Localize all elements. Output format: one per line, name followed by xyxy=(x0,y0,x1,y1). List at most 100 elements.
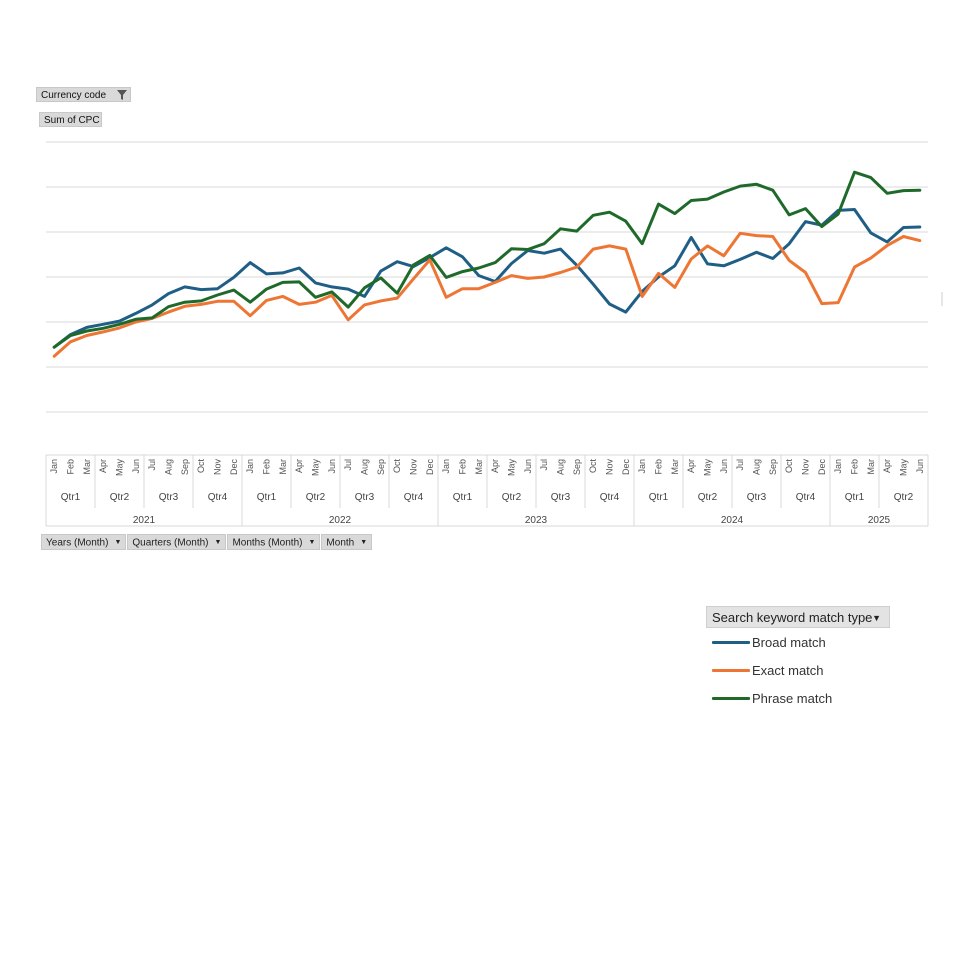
month-tick-label: Feb xyxy=(850,459,860,475)
month-tick-label: Dec xyxy=(425,459,435,476)
chart-legend: Search keyword match type ▼ Broad match E… xyxy=(706,606,906,712)
month-tick-label: Jun xyxy=(327,459,337,474)
month-tick-label: Jun xyxy=(719,459,729,474)
legend-title: Search keyword match type xyxy=(712,610,873,625)
legend-items: Broad match Exact match Phrase match xyxy=(706,628,906,712)
month-tick-label: May xyxy=(703,459,713,477)
currency-code-label: Currency code xyxy=(41,90,107,101)
month-tick-label: Jul xyxy=(147,459,157,471)
sum-of-cpc-label: Sum of CPC xyxy=(44,115,100,126)
month-tick-label: Oct xyxy=(588,459,598,474)
axis-field-label: Quarters (Month) xyxy=(132,537,209,549)
chevron-down-icon: ▼ xyxy=(308,539,316,546)
month-tick-label: Nov xyxy=(213,459,223,476)
legend-item[interactable]: Phrase match xyxy=(706,684,906,712)
quarter-tick-label: Qtr2 xyxy=(698,492,718,503)
axis-field-label: Years (Month) xyxy=(46,537,109,549)
month-tick-label: Dec xyxy=(817,459,827,476)
month-tick-label: Sep xyxy=(572,459,582,475)
chevron-down-icon: ▼ xyxy=(114,539,122,546)
legend-swatch xyxy=(712,696,750,700)
legend-item-label: Broad match xyxy=(752,634,826,650)
month-tick-label: Oct xyxy=(196,459,206,474)
quarter-tick-label: Qtr2 xyxy=(306,492,326,503)
month-tick-label: Nov xyxy=(801,459,811,476)
month-tick-label: Dec xyxy=(229,459,239,476)
quarter-tick-label: Qtr4 xyxy=(600,492,620,503)
month-tick-label: Feb xyxy=(66,459,76,475)
month-tick-label: Mar xyxy=(866,459,876,475)
series-line-broad-match xyxy=(52,208,922,349)
month-tick-label: Jan xyxy=(833,459,843,474)
month-tick-label: May xyxy=(899,459,909,477)
quarter-tick-label: Qtr4 xyxy=(404,492,424,503)
axis-field-button[interactable]: Month ▼ xyxy=(321,534,373,550)
month-tick-label: Nov xyxy=(605,459,615,476)
axis-field-button[interactable]: Months (Month) ▼ xyxy=(227,534,321,550)
quarter-tick-label: Qtr2 xyxy=(502,492,522,503)
month-tick-label: Aug xyxy=(752,459,762,475)
month-tick-label: Mar xyxy=(670,459,680,475)
month-tick-label: Feb xyxy=(262,459,272,475)
quarter-tick-label: Qtr1 xyxy=(453,492,473,503)
series-line-exact-match xyxy=(52,231,922,358)
axis-field-label: Month xyxy=(326,537,355,549)
quarter-tick-label: Qtr1 xyxy=(845,492,865,503)
month-tick-label: Apr xyxy=(294,459,304,473)
month-tick-label: Apr xyxy=(686,459,696,473)
quarter-tick-label: Qtr1 xyxy=(61,492,81,503)
month-tick-label: May xyxy=(115,459,125,477)
month-tick-label: Oct xyxy=(392,459,402,474)
month-tick-label: Aug xyxy=(360,459,370,475)
quarter-tick-label: Qtr4 xyxy=(796,492,816,503)
month-tick-label: Aug xyxy=(164,459,174,475)
month-tick-label: Nov xyxy=(409,459,419,476)
month-tick-label: Apr xyxy=(98,459,108,473)
legend-item-label: Phrase match xyxy=(752,690,833,706)
axis-field-button[interactable]: Quarters (Month) ▼ xyxy=(127,534,227,550)
month-tick-label: Mar xyxy=(278,459,288,475)
month-tick-label: Jan xyxy=(49,459,59,474)
month-tick-label: Jun xyxy=(915,459,925,474)
quarter-tick-label: Qtr2 xyxy=(894,492,914,503)
month-tick-label: Sep xyxy=(180,459,190,475)
legend-filter-button[interactable]: Search keyword match type ▼ xyxy=(706,606,890,628)
year-tick-label: 2024 xyxy=(721,515,744,526)
month-tick-label: Jan xyxy=(441,459,451,474)
month-tick-label: May xyxy=(311,459,321,477)
axis-field-label: Months (Month) xyxy=(232,537,303,549)
month-tick-label: Jun xyxy=(523,459,533,474)
axis-field-buttons: Years (Month) ▼ Quarters (Month) ▼ Months (M… xyxy=(41,534,373,550)
month-tick-label: Feb xyxy=(458,459,468,475)
year-tick-label: 2025 xyxy=(868,515,891,526)
chevron-down-icon: ▼ xyxy=(360,539,368,546)
legend-swatch xyxy=(712,668,750,672)
axis-field-button[interactable]: Years (Month) ▼ xyxy=(41,534,127,550)
month-tick-label: Feb xyxy=(654,459,664,475)
quarter-tick-label: Qtr3 xyxy=(355,492,375,503)
month-tick-label: Dec xyxy=(621,459,631,476)
month-tick-label: Jun xyxy=(131,459,141,474)
month-tick-label: Jan xyxy=(245,459,255,474)
quarter-tick-label: Qtr3 xyxy=(747,492,767,503)
month-tick-label: Jul xyxy=(735,459,745,471)
month-tick-label: Oct xyxy=(784,459,794,474)
quarter-tick-label: Qtr3 xyxy=(551,492,571,503)
month-tick-label: Sep xyxy=(768,459,778,475)
sum-of-cpc-field[interactable]: Sum of CPC xyxy=(39,112,102,127)
month-tick-label: Mar xyxy=(82,459,92,475)
legend-item[interactable]: Broad match xyxy=(706,628,906,656)
month-tick-label: Jul xyxy=(343,459,353,471)
month-tick-label: Apr xyxy=(882,459,892,473)
quarter-tick-label: Qtr2 xyxy=(110,492,130,503)
month-tick-label: Sep xyxy=(376,459,386,475)
month-tick-label: Jan xyxy=(637,459,647,474)
year-tick-label: 2021 xyxy=(133,515,156,526)
currency-code-filter[interactable]: Currency code xyxy=(36,87,131,102)
line-chart: Jan Feb Mar Apr May Jun Jul Aug Sep Oct Nov Dec Jan F… xyxy=(45,141,943,527)
legend-item[interactable]: Exact match xyxy=(706,656,906,684)
year-tick-label: 2022 xyxy=(329,515,352,526)
filter-icon xyxy=(117,90,127,100)
series-line-phrase-match xyxy=(52,170,922,349)
quarter-tick-label: Qtr1 xyxy=(649,492,669,503)
